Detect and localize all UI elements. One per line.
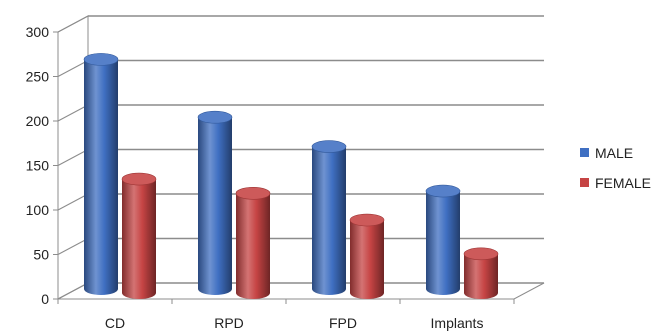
y-tick-label: 200 <box>26 113 50 129</box>
legend-item-female: FEMALE <box>580 175 651 191</box>
legend-label: FEMALE <box>595 175 651 191</box>
gridline-side <box>57 15 89 33</box>
legend-swatch <box>580 148 589 157</box>
bar-body <box>464 253 498 299</box>
y-tick-label: 150 <box>26 158 50 174</box>
bar-male-cd <box>83 53 119 295</box>
y-tick-label: 0 <box>41 291 49 307</box>
bar-body <box>198 117 232 295</box>
bar-body <box>122 179 156 299</box>
y-tick-label: 300 <box>26 24 50 40</box>
gridline-side <box>57 193 89 211</box>
bar-top <box>235 187 271 200</box>
legend-label: MALE <box>595 145 633 161</box>
gridline-side <box>57 238 89 255</box>
bar-female-implants <box>463 247 499 299</box>
bar-top <box>425 184 461 198</box>
gridline-side <box>57 104 89 122</box>
legend-swatch <box>580 178 589 187</box>
bar-top <box>83 53 119 66</box>
x-category-label: CD <box>105 315 125 331</box>
bar-body <box>236 193 270 299</box>
bar-body <box>84 59 118 295</box>
bars <box>83 53 499 299</box>
bar-top <box>349 213 385 227</box>
gridline-side <box>57 149 89 166</box>
x-category-label: FPD <box>329 315 357 331</box>
bar-top <box>121 172 157 186</box>
legend: MALE FEMALE <box>580 145 651 191</box>
y-tick-label: 100 <box>26 202 50 218</box>
x-category-label: Implants <box>431 315 484 331</box>
bar-top <box>197 110 233 124</box>
bar-body <box>312 146 346 295</box>
x-category-label: RPD <box>214 315 244 331</box>
bar-top <box>311 140 347 153</box>
x-axis-categories: CD RPD FPD Implants <box>105 315 484 331</box>
bar-male-implants <box>425 184 461 295</box>
bar-female-rpd <box>235 187 271 299</box>
bar-body <box>350 220 384 299</box>
y-axis-ticks: 0 50 100 150 200 250 300 <box>26 24 58 307</box>
gridline-side <box>57 60 89 77</box>
bar-top <box>463 247 499 261</box>
bar-body <box>426 191 460 295</box>
gridline-side <box>57 282 89 300</box>
bar-female-cd <box>121 172 157 299</box>
legend-item-male: MALE <box>580 145 633 161</box>
bar-male-fpd <box>311 140 347 295</box>
y-tick-label: 50 <box>33 247 49 263</box>
bar-female-fpd <box>349 213 385 299</box>
y-tick-label: 250 <box>26 69 50 85</box>
bar-male-rpd <box>197 110 233 295</box>
